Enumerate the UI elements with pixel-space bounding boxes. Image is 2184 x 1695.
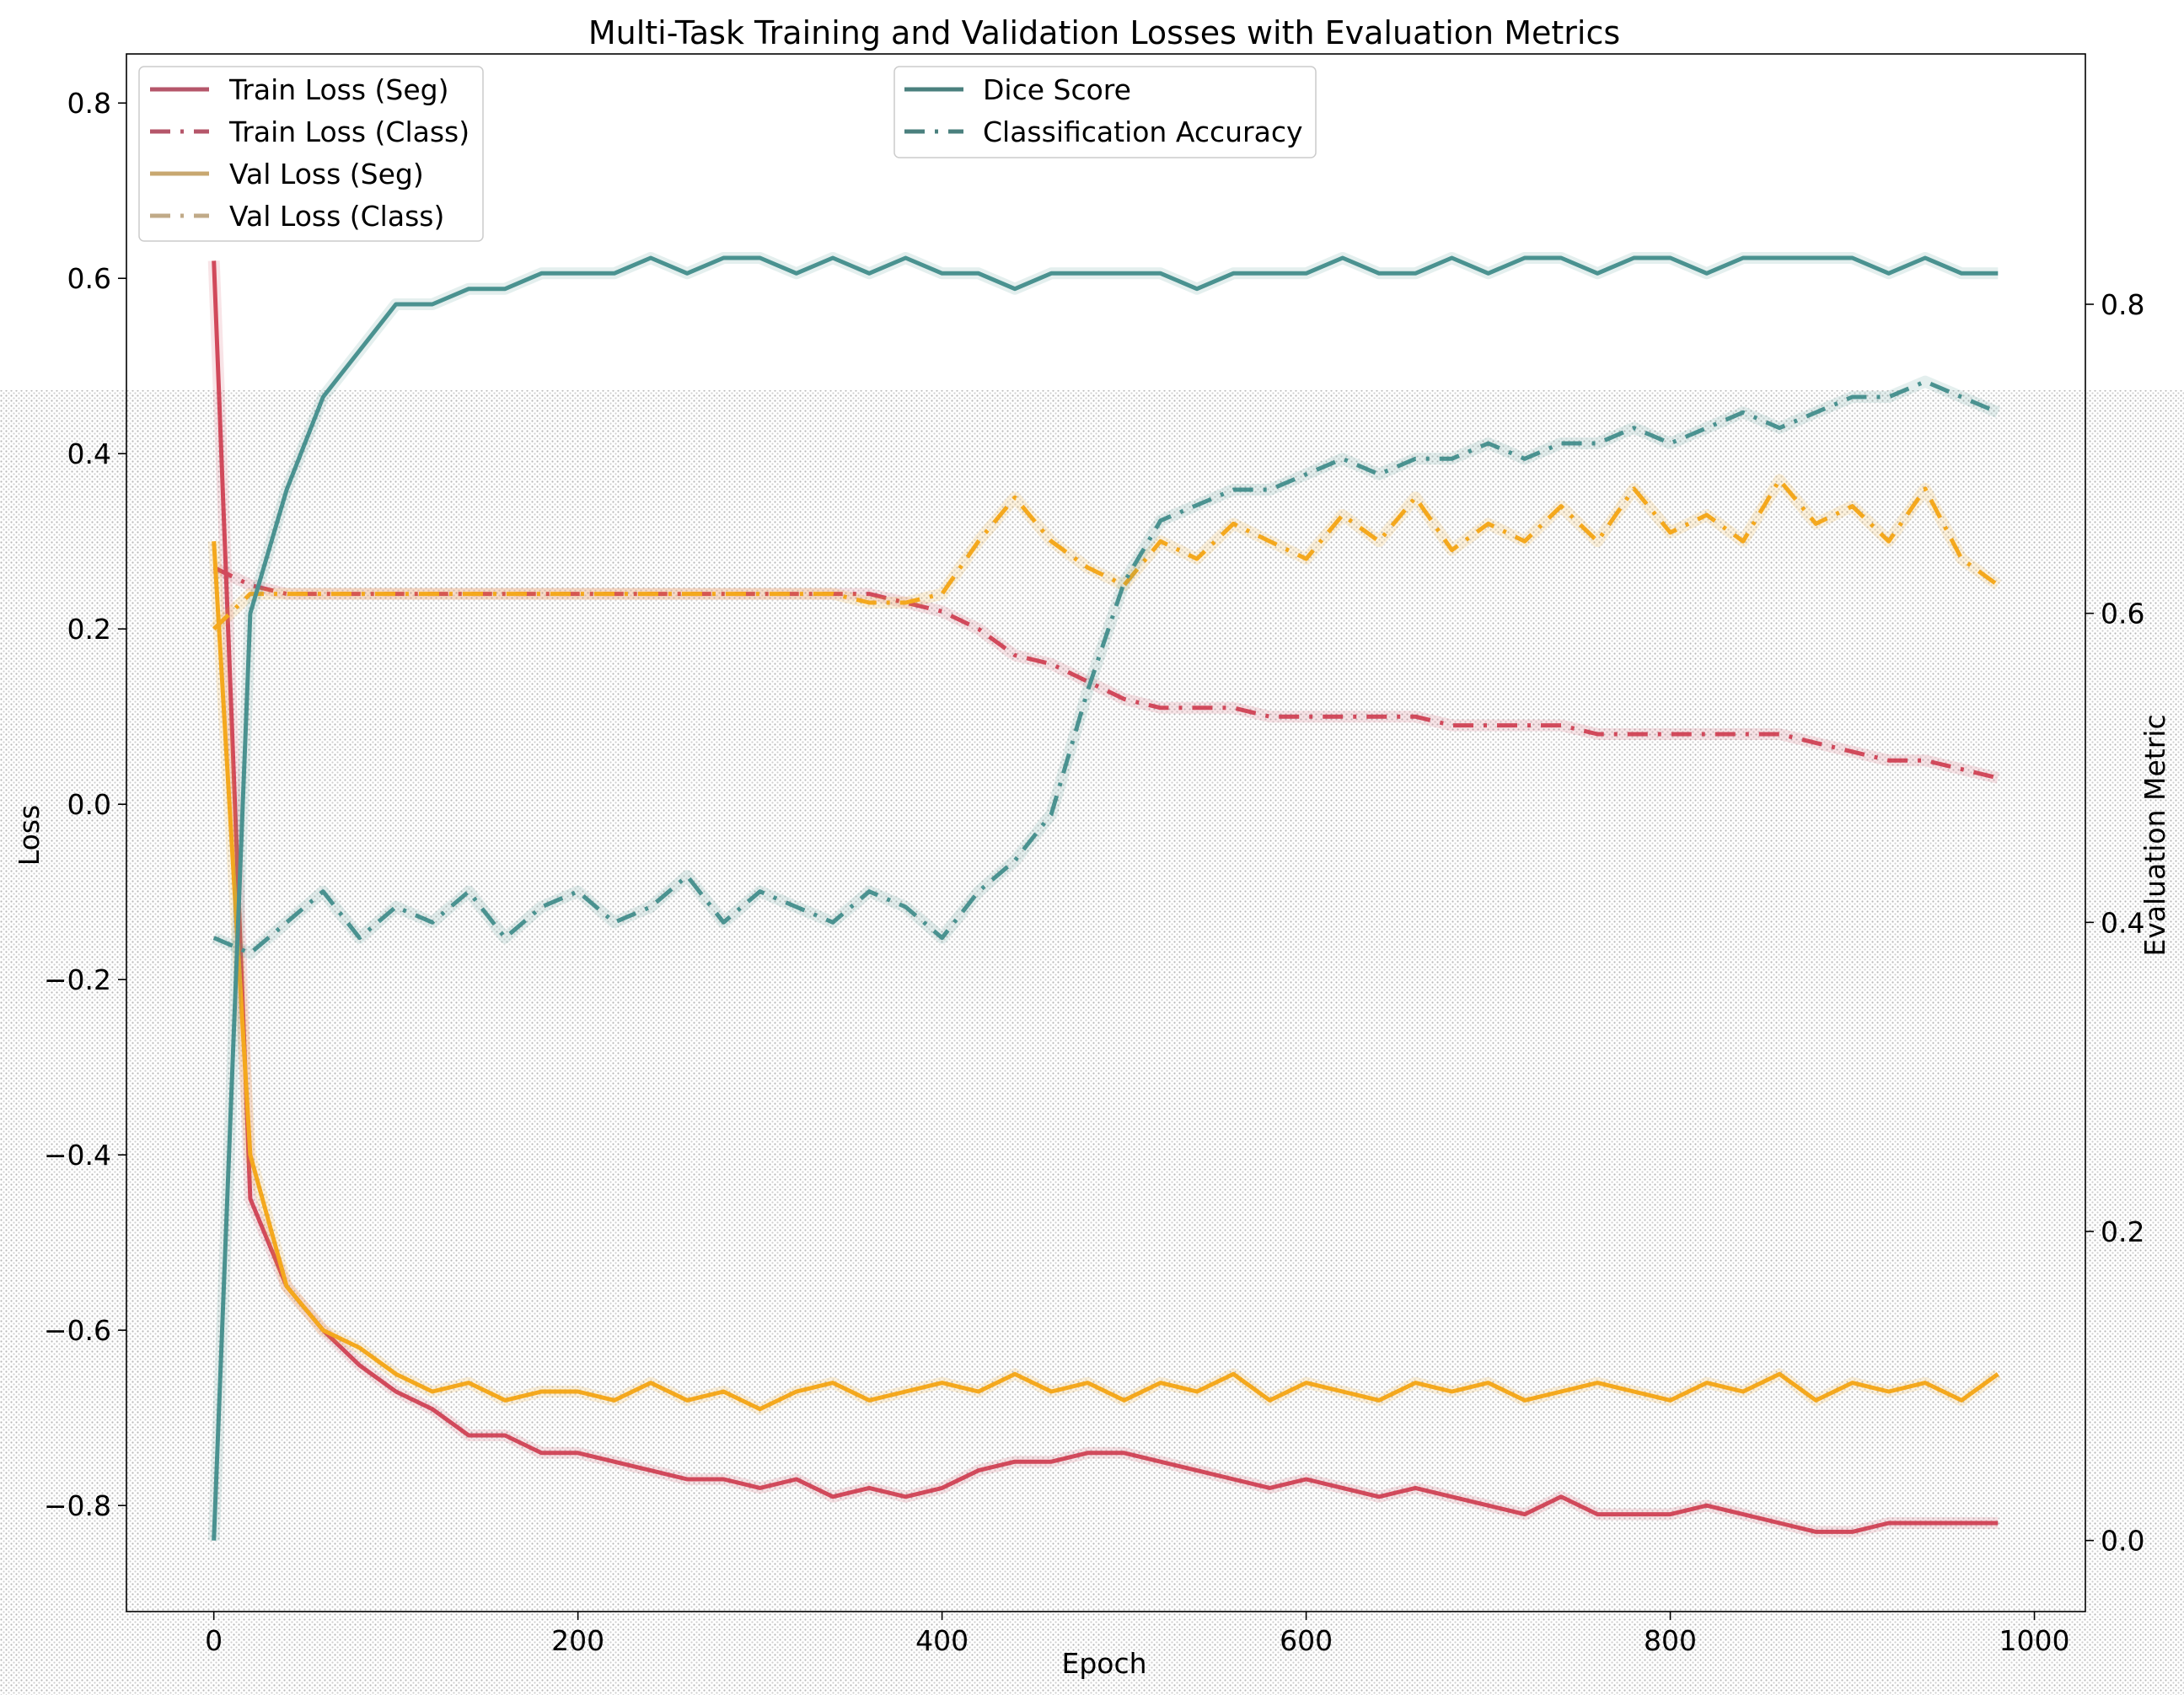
series-line-val-loss-class: [212, 477, 1999, 631]
legend-label-dice: Dice Score: [983, 73, 1131, 106]
series-line-classification-accuracy: [212, 379, 1999, 956]
x-tick-label: 600: [1280, 1624, 1333, 1657]
y-tick-label-right: 0.6: [2101, 598, 2144, 630]
hatched-background: [0, 390, 2184, 1695]
y-tick-label: −0.8: [44, 1489, 111, 1522]
y-tick-label: 0.6: [67, 262, 111, 295]
series-line-dice-score: [212, 255, 1999, 1541]
x-tick-label: 800: [1644, 1624, 1697, 1657]
legend-label-val-class: Val Loss (Class): [229, 200, 444, 233]
y-tick-label: −0.6: [44, 1314, 111, 1347]
x-tick-label: 1000: [1999, 1624, 2070, 1657]
y-tick-label: −0.4: [44, 1139, 111, 1172]
y-tick-label-right: 0.0: [2101, 1525, 2144, 1558]
series-line-train-loss-seg: [212, 260, 1999, 1534]
x-tick-label: 0: [205, 1624, 223, 1657]
legend-label-train-class: Train Loss (Class): [228, 115, 470, 148]
x-tick-label: 200: [551, 1624, 604, 1657]
x-axis-label: Epoch: [1061, 1647, 1146, 1680]
y-tick-label-right: 0.8: [2101, 288, 2144, 321]
y-tick-label: −0.2: [44, 963, 111, 996]
legend-label-val-seg: Val Loss (Seg): [229, 158, 424, 190]
axes-frame: [126, 53, 2086, 1612]
y-tick-label: 0.0: [67, 788, 111, 821]
y-tick-label-right: 0.2: [2101, 1215, 2144, 1248]
series-line-val-loss-seg: [212, 541, 1999, 1412]
x-tick-label: 400: [915, 1624, 969, 1657]
y-tick-label: 0.8: [67, 87, 111, 120]
ticks: 0 200 400 600 800 1000 −0.8 −0.6 −0.4 −0.2 0.0 0.2 0…: [44, 87, 2145, 1657]
y-axis-label: Loss: [13, 805, 46, 866]
y-tick-label: 0.4: [67, 437, 111, 470]
legend-label-train-seg: Train Loss (Seg): [228, 73, 449, 106]
y-axis-label-right: Evaluation Metric: [2138, 714, 2171, 956]
y-tick-label: 0.2: [67, 613, 111, 646]
legend-label-accuracy: Classification Accuracy: [983, 115, 1303, 148]
plot-area: [207, 252, 2002, 1541]
chart-title: Multi-Task Training and Validation Losse…: [588, 14, 1620, 51]
legend-metrics: Dice Score Classification Accuracy: [893, 66, 1317, 158]
y-tick-label-right: 0.4: [2101, 906, 2144, 939]
legend-losses: Train Loss (Seg) Train Loss (Class) Val …: [138, 66, 484, 242]
